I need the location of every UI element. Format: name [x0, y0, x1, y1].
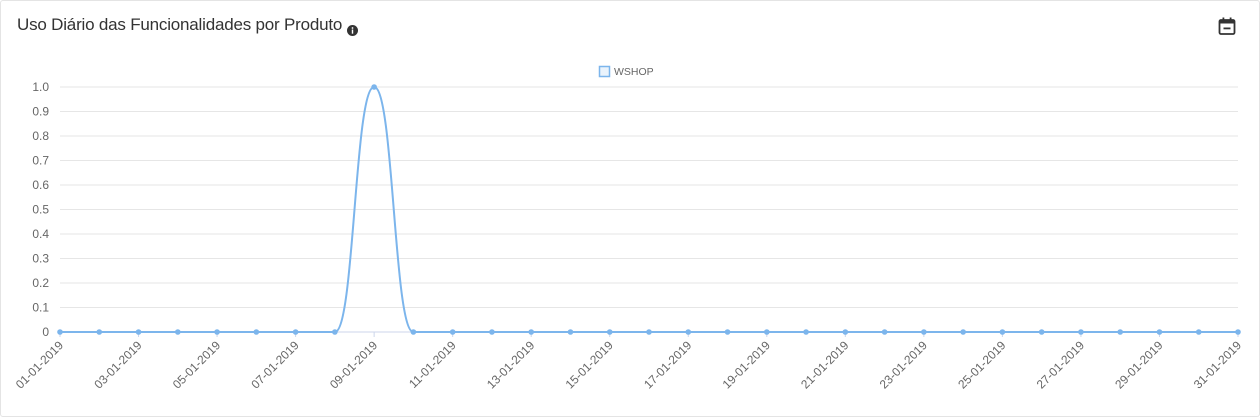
y-tick-label: 0.8 [32, 129, 49, 143]
data-point[interactable] [1000, 329, 1006, 335]
data-point[interactable] [332, 329, 338, 335]
data-point[interactable] [882, 329, 888, 335]
data-point[interactable] [371, 84, 377, 90]
data-point[interactable] [136, 329, 142, 335]
data-point[interactable] [96, 329, 102, 335]
y-tick-label: 0.5 [32, 203, 49, 217]
data-point[interactable] [568, 329, 574, 335]
x-axis-tick-labels: 01-01-2019 03-01-2019 05-01-2019 07-01-2019… [13, 332, 1245, 392]
x-tick-label: 05-01-2019 [170, 338, 224, 392]
grid-lines [60, 87, 1238, 332]
data-point[interactable] [1117, 329, 1123, 335]
data-point[interactable] [175, 329, 181, 335]
data-point[interactable] [528, 329, 534, 335]
data-point[interactable] [293, 329, 299, 335]
data-point[interactable] [960, 329, 966, 335]
data-point[interactable] [489, 329, 495, 335]
y-axis-tick-labels: 0 0.1 0.2 0.3 0.4 0.5 0.6 0.7 0.8 0.9 1.0 [32, 80, 49, 339]
x-tick-label: 25-01-2019 [955, 338, 1009, 392]
data-point[interactable] [1196, 329, 1202, 335]
data-point[interactable] [450, 329, 456, 335]
x-tick-label: 27-01-2019 [1034, 338, 1088, 392]
y-tick-label: 0.4 [32, 227, 49, 241]
x-tick-label: 13-01-2019 [484, 338, 538, 392]
data-point[interactable] [646, 329, 652, 335]
data-point[interactable] [411, 329, 417, 335]
data-point[interactable] [921, 329, 927, 335]
x-tick-label: 19-01-2019 [720, 338, 774, 392]
data-point[interactable] [764, 329, 770, 335]
legend-label[interactable]: WSHOP [614, 66, 654, 78]
data-point[interactable] [607, 329, 613, 335]
x-tick-label: 03-01-2019 [91, 338, 145, 392]
data-point[interactable] [1157, 329, 1163, 335]
y-tick-label: 0.9 [32, 105, 49, 119]
x-tick-label: 09-01-2019 [327, 338, 381, 392]
x-tick-label: 21-01-2019 [798, 338, 852, 392]
data-point[interactable] [254, 329, 260, 335]
data-point[interactable] [1078, 329, 1084, 335]
x-tick-label: 11-01-2019 [406, 338, 459, 391]
y-tick-label: 0.1 [32, 301, 49, 315]
data-point[interactable] [843, 329, 849, 335]
data-point[interactable] [57, 329, 63, 335]
y-tick-label: 1.0 [32, 80, 49, 94]
data-point[interactable] [1235, 329, 1241, 335]
data-point[interactable] [725, 329, 731, 335]
y-tick-label: 0.2 [32, 276, 49, 290]
data-point[interactable] [685, 329, 691, 335]
y-tick-label: 0.6 [32, 178, 49, 192]
x-tick-label: 07-01-2019 [248, 338, 302, 392]
x-tick-label: 31-01-2019 [1191, 338, 1245, 392]
x-tick-label: 23-01-2019 [877, 338, 931, 392]
y-tick-label: 0.7 [32, 154, 49, 168]
data-point[interactable] [214, 329, 220, 335]
y-tick-label: 0.3 [32, 252, 49, 266]
data-point[interactable] [803, 329, 809, 335]
y-tick-label: 0 [42, 325, 49, 339]
legend[interactable]: WSHOP [600, 66, 654, 78]
x-tick-label: 29-01-2019 [1112, 338, 1166, 392]
data-point[interactable] [1039, 329, 1045, 335]
x-tick-label: 01-01-2019 [13, 338, 67, 392]
x-tick-label: 15-01-2019 [563, 338, 617, 392]
x-tick-label: 17-01-2019 [641, 338, 695, 392]
legend-swatch[interactable] [600, 67, 610, 77]
